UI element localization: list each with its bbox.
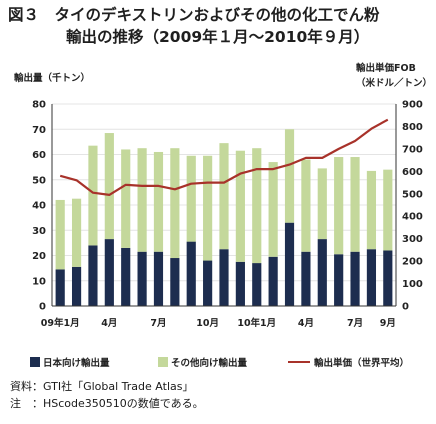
code-note: 注 ：HScode350510の数値である。: [10, 397, 204, 410]
bar-japan: [252, 263, 262, 306]
bar-other: [317, 168, 327, 240]
bar-other: [268, 162, 278, 257]
right-axis-title-line1: 輸出単価FOB: [356, 63, 416, 74]
x-axis-tick-label: 10年1月: [237, 317, 276, 329]
chart-title-line1: 図３ タイのデキストリンおよびその他の化工でん粉: [8, 6, 380, 24]
x-axis-tick-label: 7月: [150, 318, 166, 329]
bar-japan: [334, 254, 344, 306]
right-axis-tick-label: 400: [402, 212, 423, 223]
x-axis-tick-label: 9月: [380, 318, 396, 329]
bar-japan: [383, 250, 393, 306]
bar-japan: [137, 251, 147, 306]
x-axis-tick-label: 4月: [298, 318, 314, 329]
bar-japan: [301, 251, 311, 306]
bar-other: [170, 148, 180, 259]
right-axis-tick-label: 100: [402, 279, 423, 290]
legend-line-price: [288, 361, 310, 363]
bar-japan: [317, 239, 327, 306]
left-axis-tick-label: 40: [32, 201, 46, 212]
price-line: [59, 118, 389, 196]
right-axis-tick-label: 300: [402, 234, 423, 245]
bar-other: [235, 150, 245, 262]
bar-japan: [170, 258, 180, 306]
bar-other: [284, 129, 295, 223]
bar-other: [153, 151, 164, 252]
legend-label-other: その他向け輸出量: [171, 358, 248, 369]
bar-other: [252, 148, 262, 264]
bar-japan: [350, 251, 360, 306]
legend-swatch-other: [158, 357, 168, 367]
left-axis-tick-label: 0: [39, 302, 46, 313]
bar-other: [55, 199, 65, 270]
bar-other: [301, 159, 311, 252]
right-axis-title-line2: （米ドル／トン）: [356, 78, 433, 89]
bar-japan: [219, 249, 229, 306]
left-axis-tick-label: 10: [32, 276, 46, 287]
bar-other: [104, 133, 114, 240]
x-axis-tick-label: 7月: [347, 318, 363, 329]
right-axis-tick-label: 800: [402, 122, 423, 133]
bar-other: [383, 169, 393, 251]
bar-other: [334, 157, 344, 255]
left-axis-tick-label: 60: [32, 150, 46, 161]
right-axis-tick-label: 200: [402, 257, 423, 268]
bar-other: [186, 155, 196, 242]
right-axis-tick-label: 500: [402, 189, 423, 200]
bar-other: [203, 155, 213, 261]
x-axis-tick-label: 09年1月: [41, 317, 80, 329]
left-axis-tick-label: 50: [32, 175, 46, 186]
x-axis-tick-label: 4月: [101, 318, 117, 329]
bar-japan: [55, 269, 65, 306]
bar-japan: [235, 261, 245, 306]
bar-other: [366, 170, 377, 250]
chart-title-line2: 輸出の推移（2009年１月～2010年９月）: [66, 28, 370, 46]
legend-swatch-japan: [30, 357, 40, 367]
bar-other: [88, 145, 98, 246]
legend-item-other: その他向け輸出量: [158, 355, 247, 369]
right-axis-tick-label: 900: [402, 100, 423, 111]
left-axis-tick-label: 80: [32, 100, 46, 111]
bar-japan: [104, 239, 114, 306]
right-axis-tick-label: 700: [402, 144, 423, 155]
left-axis-tick-label: 20: [32, 251, 46, 262]
bar-other: [121, 149, 131, 248]
source-note: 資料：GTI社「Global Trade Atlas」: [10, 380, 194, 393]
left-axis-title: 輸出量（千トン）: [14, 73, 91, 84]
bar-other: [71, 198, 82, 267]
bar-other: [219, 143, 229, 250]
bar-japan: [88, 245, 98, 306]
bar-japan: [186, 241, 196, 306]
footnotes: 資料：GTI社「Global Trade Atlas」 注 ：HScode350…: [10, 378, 204, 412]
bar-japan: [366, 249, 377, 306]
legend-label-japan: 日本向け輸出量: [43, 358, 110, 369]
legend-label-price: 輸出単価（世界平均）: [314, 358, 410, 369]
bar-japan: [203, 260, 213, 306]
left-axis-tick-label: 70: [32, 125, 46, 136]
right-axis-tick-label: 0: [402, 302, 409, 313]
bar-japan: [153, 251, 164, 306]
chart-title: 図３ タイのデキストリンおよびその他の化工でん粉 輸出の推移（2009年１月～2…: [8, 4, 432, 48]
legend-item-japan: 日本向け輸出量: [30, 355, 110, 369]
bar-japan: [121, 247, 131, 306]
x-axis-tick-label: 10月: [196, 318, 219, 329]
bar-japan: [71, 266, 82, 306]
bar-other: [350, 157, 360, 252]
bar-other: [137, 148, 147, 252]
legend-item-price: 輸出単価（世界平均）: [288, 355, 409, 369]
bar-japan: [268, 256, 278, 306]
bar-japan: [284, 222, 295, 306]
right-axis-tick-label: 600: [402, 167, 423, 178]
left-axis-tick-label: 30: [32, 226, 46, 237]
